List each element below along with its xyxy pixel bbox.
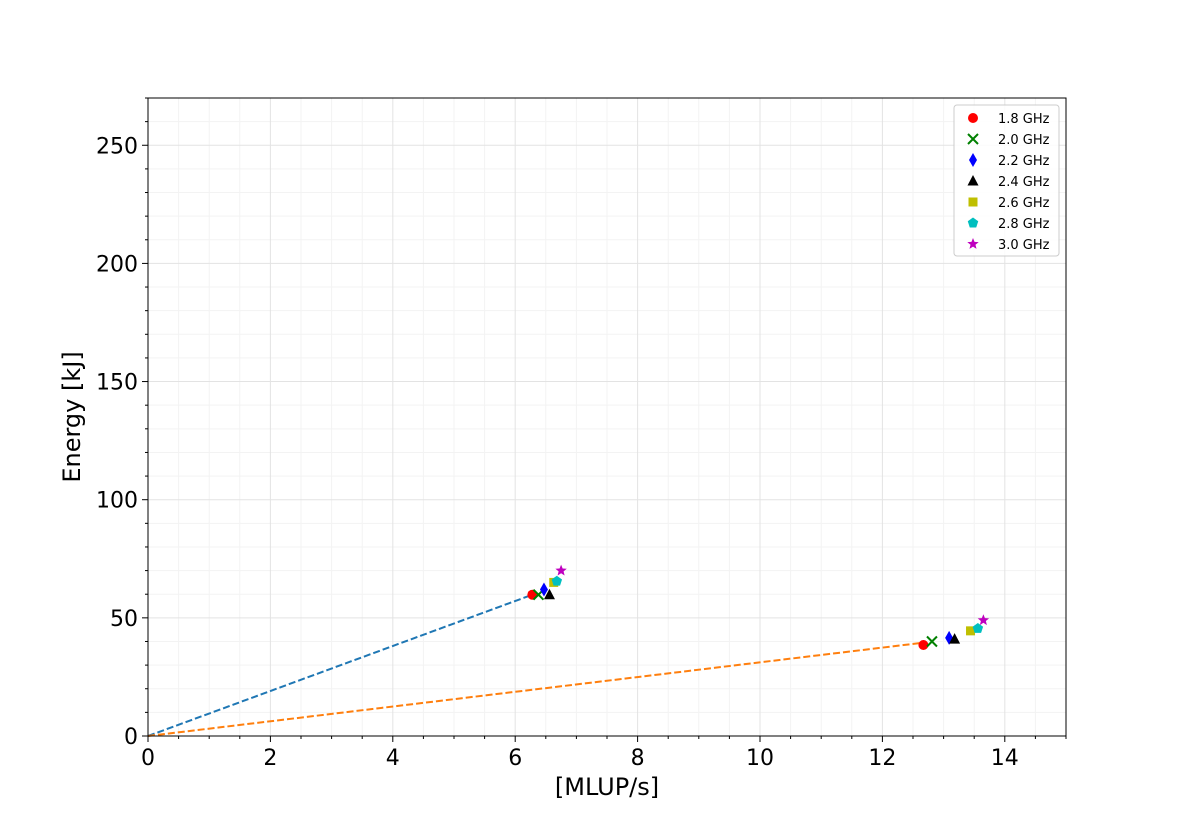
x-tick-label: 4: [386, 746, 400, 771]
x-tick-label: 8: [631, 746, 645, 771]
legend: 1.8 GHz 2.0 GHz 2.2 GHz 2.4 GHz 2.6 GHz 2.8 G…: [953, 104, 1060, 257]
reference-lines: [147, 593, 924, 737]
data-markers: [527, 564, 990, 651]
legend-marker-7: [967, 238, 979, 249]
legend-label-5: 2.6 GHz: [998, 196, 1050, 211]
legend-marker-1: [968, 113, 978, 123]
data-point-series-1-2: [918, 640, 929, 651]
legend-label-4: 2.4 GHz: [998, 175, 1050, 190]
legend-label-3: 2.2 GHz: [998, 154, 1050, 169]
x-tick-label: 6: [508, 746, 522, 771]
reference-line-2: [147, 641, 924, 737]
legend-marker-6: [967, 217, 979, 228]
data-point-series-7-1: [555, 564, 567, 576]
minor-grid: [148, 97, 1067, 736]
data-point-series-6-1: [551, 575, 563, 586]
legend-label-6: 2.8 GHz: [998, 217, 1050, 232]
legend-box: [953, 104, 1060, 257]
data-point-series-7-2: [977, 614, 990, 626]
legend-marker-3: [969, 153, 977, 167]
legend-marker-4: [967, 175, 979, 186]
x-tick-label: 14: [991, 746, 1019, 771]
data-point-series-2-2: [926, 635, 938, 648]
y-tick-label: 150: [96, 371, 138, 396]
y-tick-label: 200: [96, 252, 138, 277]
data-point-series-4-2: [949, 633, 961, 644]
x-tick-label: 2: [263, 746, 277, 771]
x-tick-label: 0: [141, 746, 155, 771]
y-axis-label: Energy [kJ]: [58, 351, 86, 482]
data-point-series-5-2: [966, 626, 976, 636]
x-tick-label: 12: [868, 746, 896, 771]
data-point-series-6-2: [972, 622, 984, 633]
y-tick-label: 250: [96, 134, 138, 159]
y-tick-label: 100: [96, 489, 138, 514]
data-point-series-3-1: [539, 582, 548, 597]
x-tick-label: 10: [746, 746, 774, 771]
legend-label-2: 2.0 GHz: [998, 133, 1050, 148]
legend-label-1: 1.8 GHz: [998, 112, 1050, 127]
x-axis-label: [MLUP/s]: [555, 773, 659, 801]
legend-label-7: 3.0 GHz: [998, 238, 1050, 253]
y-tick-label: 50: [110, 607, 138, 632]
y-tick-label: 0: [124, 725, 138, 750]
reference-line-1: [147, 593, 533, 737]
data-point-series-4-1: [543, 588, 555, 600]
legend-marker-5: [968, 197, 978, 207]
axis-ticks: 0 2 4 6 8 10 12 14 0 50 100 150 200 250: [96, 97, 1067, 771]
legend-marker-2: [967, 133, 979, 145]
